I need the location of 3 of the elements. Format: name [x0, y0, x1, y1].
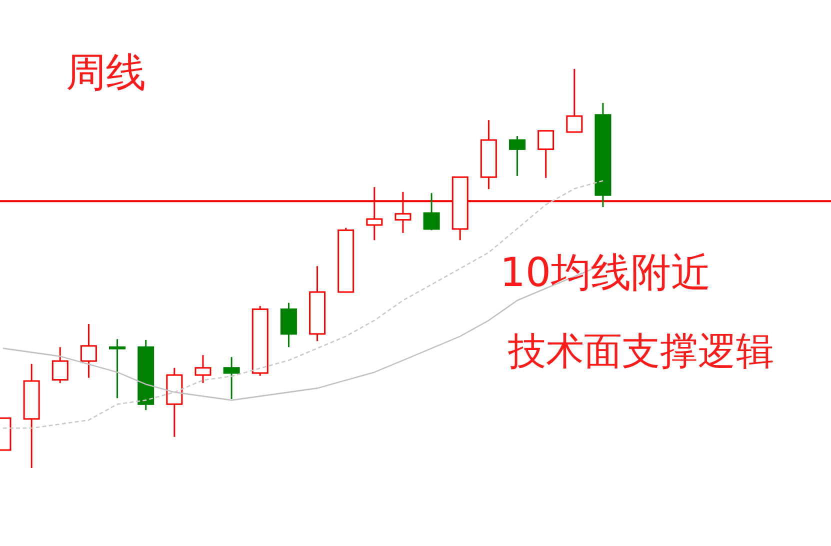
annotation: 技术面支撑逻辑 [508, 329, 774, 373]
annotation: 10均线附近 [500, 250, 711, 296]
title: 周线 [66, 50, 146, 96]
